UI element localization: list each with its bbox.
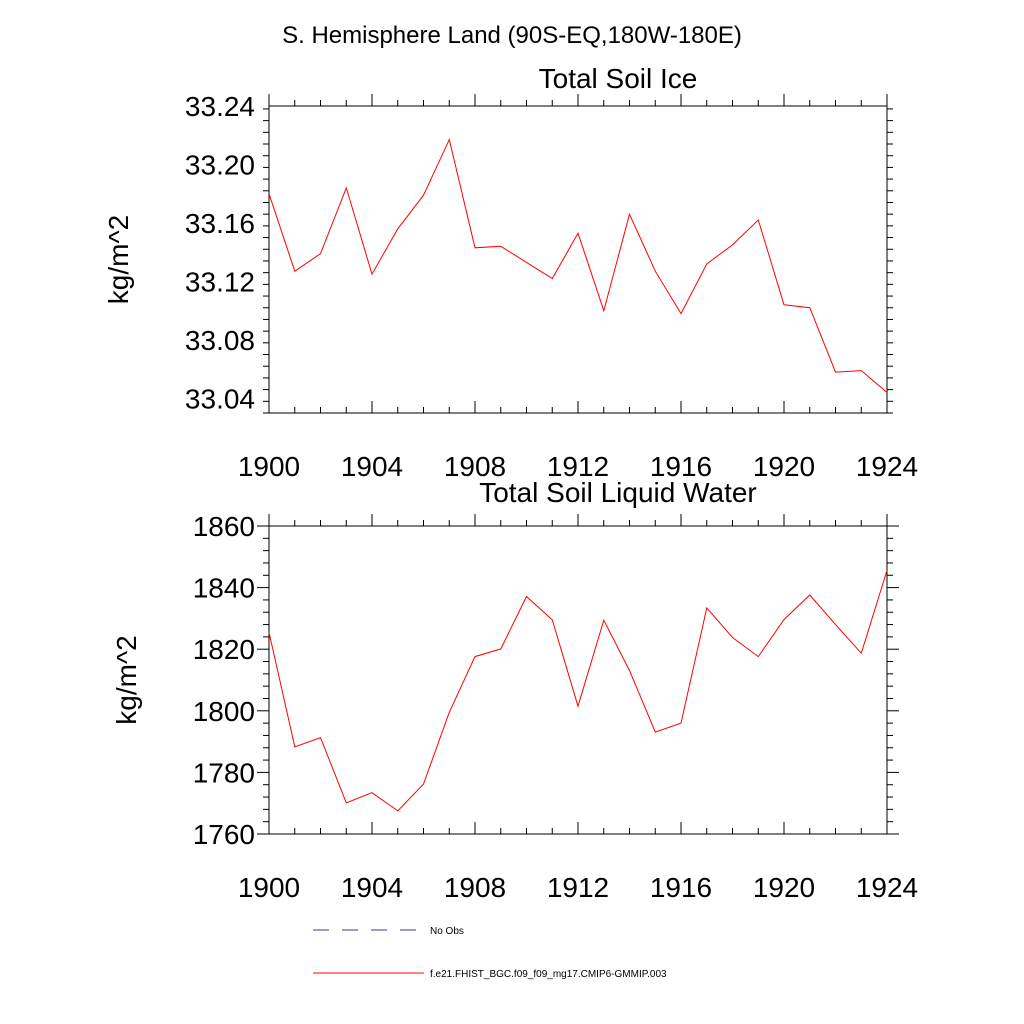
x-tick-label: 1908 <box>444 872 506 903</box>
x-tick-label: 1912 <box>547 872 609 903</box>
x-tick-label: 1908 <box>444 451 506 482</box>
y-axis-label: kg/m^2 <box>111 635 142 724</box>
x-tick-label: 1924 <box>856 451 918 482</box>
y-tick-label: 1840 <box>193 573 255 604</box>
legend-model-label: f.e21.FHIST_BGC.f09_f09_mg17.CMIP6-GMMIP… <box>430 969 667 980</box>
legend: No Obs f.e21.FHIST_BGC.f09_f09_mg17.CMIP… <box>313 926 667 980</box>
figure-title: S. Hemisphere Land (90S-EQ,180W-180E) <box>282 22 742 49</box>
soil-ice-panel: Total Soil Ice kg/m^2 1900 1904 1908 1912 1916… <box>103 63 918 482</box>
series-line <box>268 138 888 393</box>
y-tick-label: 1820 <box>193 634 255 665</box>
x-tick-label: 1920 <box>753 451 815 482</box>
y-tick-label: 1860 <box>193 511 255 542</box>
x-tick-label: 1920 <box>753 872 815 903</box>
x-tick-label: 1904 <box>341 451 403 482</box>
y-tick-label: 1760 <box>193 819 255 850</box>
x-tick-label: 1916 <box>650 451 712 482</box>
y-tick-label: 1780 <box>193 757 255 788</box>
y-tick-label: 33.20 <box>185 149 255 180</box>
soil-liquid-water-panel: Total Soil Liquid Water kg/m^2 1900 1904 190… <box>111 477 918 903</box>
y-tick-label: 33.24 <box>185 91 255 122</box>
y-tick-label: 1800 <box>193 696 255 727</box>
y-tick-label: 33.16 <box>185 208 255 239</box>
x-tick-label: 1900 <box>238 872 300 903</box>
x-tick-label: 1912 <box>547 451 609 482</box>
plot-frame <box>268 525 888 835</box>
plot-frame <box>268 105 888 414</box>
y-tick-label: 33.08 <box>185 325 255 356</box>
x-tick-label: 1916 <box>650 872 712 903</box>
series-line <box>268 570 888 812</box>
panel-title: Total Soil Ice <box>539 63 698 94</box>
x-tick-label: 1924 <box>856 872 918 903</box>
legend-no-obs-label: No Obs <box>430 926 464 937</box>
y-tick-label: 33.04 <box>185 383 255 414</box>
x-tick-label: 1900 <box>238 451 300 482</box>
y-axis-label: kg/m^2 <box>103 215 134 304</box>
panel-title: Total Soil Liquid Water <box>479 477 757 508</box>
y-tick-label: 33.12 <box>185 266 255 297</box>
x-tick-label: 1904 <box>341 872 403 903</box>
